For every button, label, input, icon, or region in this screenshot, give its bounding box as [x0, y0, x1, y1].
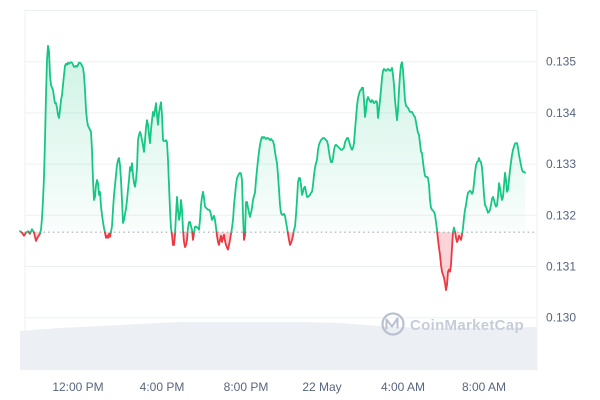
x-axis-label: 22 May: [302, 380, 341, 394]
area-fill-up: [231, 172, 244, 233]
price-line-up: [193, 190, 218, 234]
y-axis-label: 0.134: [546, 106, 576, 120]
y-axis-label: 0.132: [546, 208, 576, 222]
price-line-down: [215, 231, 233, 251]
volume-silhouette: [20, 322, 537, 370]
x-axis-label: 12:00 PM: [52, 380, 103, 394]
price-line-up: [244, 136, 289, 234]
area-fill-up: [194, 191, 217, 233]
price-line-up: [461, 142, 526, 234]
area-fill-up: [110, 102, 172, 233]
x-axis-label: 8:00 AM: [462, 380, 506, 394]
price-line-down: [32, 231, 42, 242]
area-fill-down: [437, 232, 453, 291]
y-axis-label: 0.135: [546, 55, 576, 69]
area-fill-down: [287, 232, 294, 245]
coinmarketcap-logo-m: [385, 317, 399, 330]
price-line-up: [110, 101, 173, 234]
price-line-up: [29, 228, 35, 234]
y-axis-label: 0.130: [546, 311, 576, 325]
y-axis-label: 0.131: [546, 260, 576, 274]
price-line-up: [292, 61, 439, 234]
watermark-text: CoinMarketCap: [410, 317, 524, 334]
price-line-down: [182, 231, 189, 249]
price-line-down: [242, 231, 247, 241]
price-line-down: [191, 231, 196, 241]
price-line-down: [286, 231, 295, 246]
price-line-up: [174, 195, 185, 234]
price-line-down: [454, 231, 464, 243]
area-fill-up: [293, 62, 438, 233]
price-line-down: [436, 231, 454, 292]
area-fill-up: [462, 143, 525, 233]
price-line-up: [230, 171, 245, 234]
coinmarketcap-logo-icon: [381, 312, 405, 336]
x-axis-label: 4:00 PM: [140, 380, 185, 394]
area-fill-up: [245, 137, 288, 233]
price-line-up: [39, 44, 106, 234]
price-line-down: [104, 231, 112, 239]
x-axis-label: 8:00 PM: [224, 380, 269, 394]
area-fill-up: [40, 45, 105, 233]
price-line-up: [186, 221, 194, 234]
y-axis-label: 0.133: [546, 157, 576, 171]
coinmarketcap-watermark: CoinMarketCap: [381, 312, 524, 336]
x-axis-label: 4:00 AM: [381, 380, 425, 394]
price-line-down: [170, 231, 177, 246]
